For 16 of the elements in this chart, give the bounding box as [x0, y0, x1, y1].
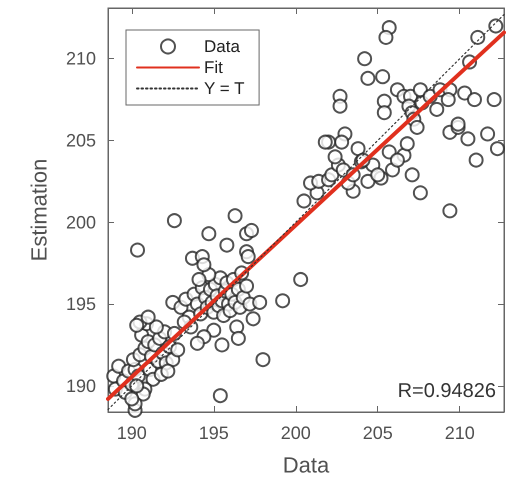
- x-tick-label: 205: [362, 423, 393, 443]
- x-tick-label: 195: [198, 423, 229, 443]
- annotation: R=0.94826: [398, 380, 496, 402]
- y-axis-title: Estimation: [26, 158, 52, 262]
- legend-label: Fit: [204, 58, 224, 77]
- y-tick-label: 210: [66, 48, 96, 69]
- x-tick-label: 190: [116, 423, 147, 443]
- y-tick-label: 205: [66, 130, 96, 150]
- y-tick-label: 190: [66, 376, 96, 396]
- y-tick-label: 200: [66, 212, 96, 232]
- x-axis-title: Data: [282, 452, 330, 478]
- y-tick-label: 195: [66, 294, 96, 314]
- legend-label: Data: [204, 37, 240, 56]
- x-tick-label: 200: [280, 423, 311, 443]
- x-tick-label: 210: [444, 423, 475, 443]
- legend-label: Y = T: [204, 79, 244, 98]
